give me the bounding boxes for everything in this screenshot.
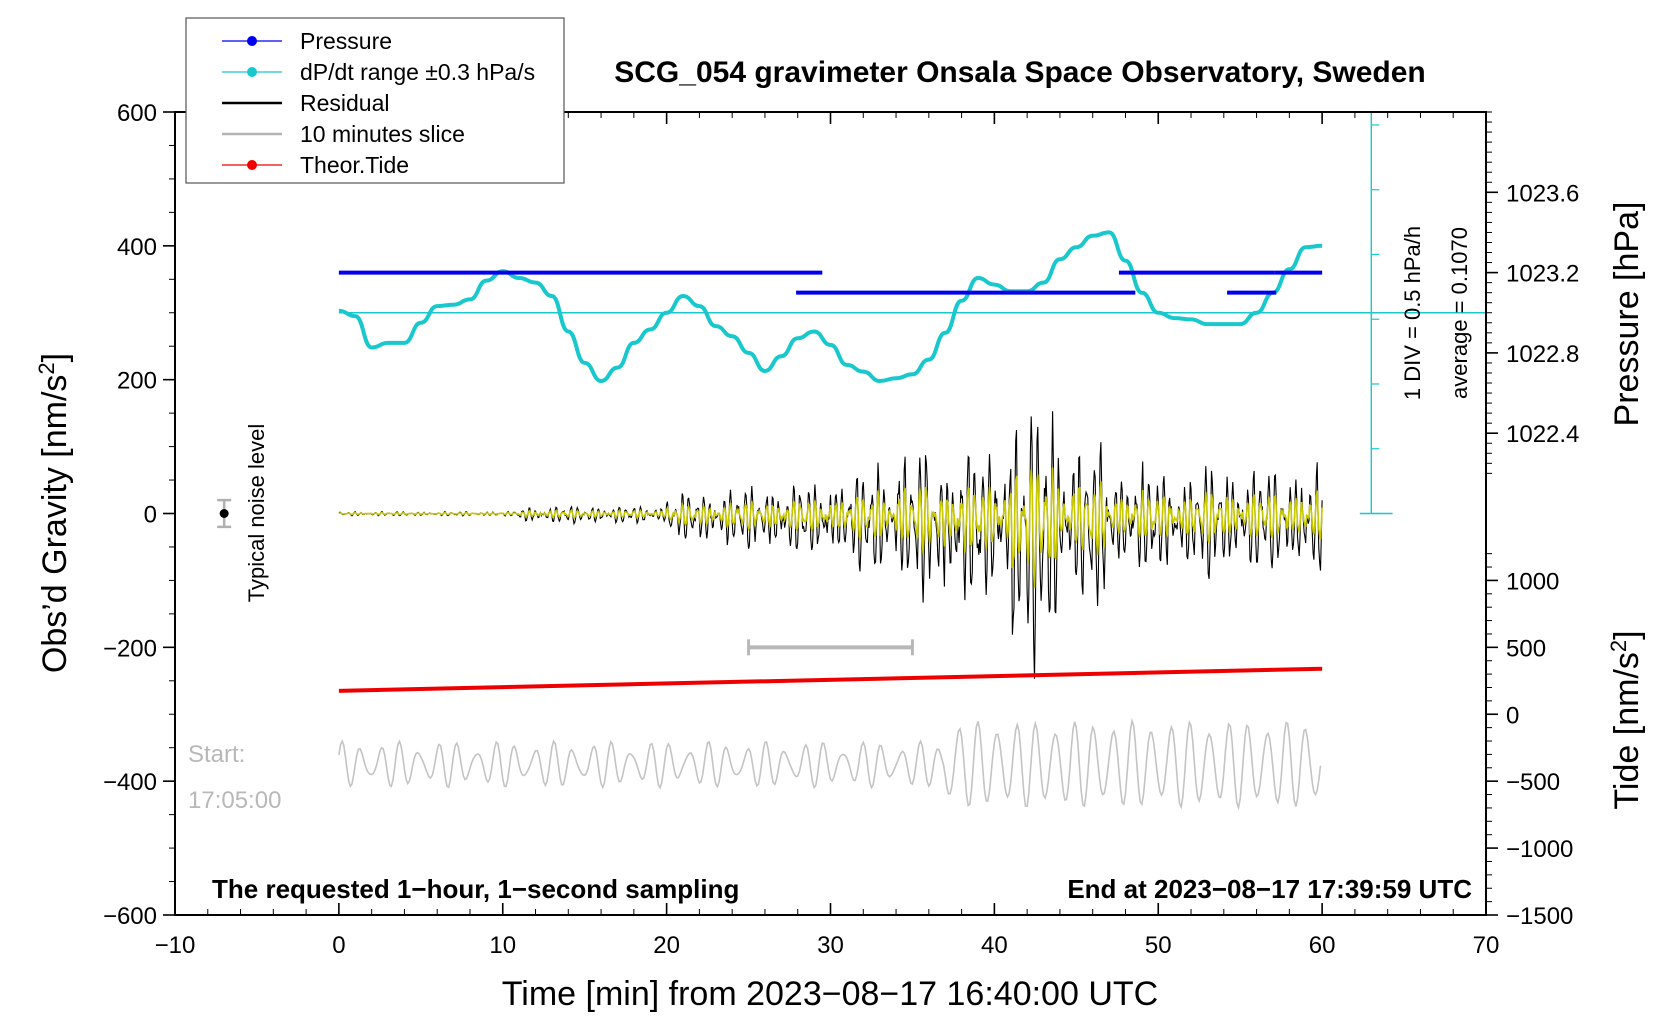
legend-marker (247, 36, 257, 46)
legend-label: Theor.Tide (300, 152, 409, 178)
tide-tick-label: −1500 (1506, 903, 1573, 930)
series-layer (217, 112, 1486, 811)
tide-tick-label: −500 (1506, 769, 1560, 796)
x-axis-label: Time [min] from 2023−08−17 16:40:00 UTC (502, 975, 1158, 1013)
x-tick-label: 10 (489, 932, 516, 959)
note-sampling: The requested 1−hour, 1−second sampling (212, 874, 739, 904)
y-tick-label: −200 (103, 635, 157, 662)
legend-label: Pressure (300, 28, 392, 54)
tick-marks: −10 0 10 20 30 40 50 60 70 600 400 200 0 −200 −400 −600… (103, 100, 1579, 959)
legend-label: Residual (300, 90, 390, 116)
x-tick-label: 20 (653, 932, 680, 959)
x-tick-label: 60 (1309, 932, 1336, 959)
y-tick-label: 0 (144, 502, 157, 529)
legend-marker (247, 160, 257, 170)
pressure-tick-label: 1022.8 (1506, 341, 1579, 368)
y-axis-label-tide: Tide [nm/s2] (1606, 630, 1646, 809)
y-tick-label: 200 (117, 368, 157, 395)
x-tick-label: −10 (155, 932, 196, 959)
tide-line (338, 666, 1323, 693)
x-tick-label: 30 (817, 932, 844, 959)
noise-level-label: Typical noise level (244, 424, 269, 603)
legend: Pressure dP/dt range ±0.3 hPa/s Residual 10… (185, 17, 565, 184)
chart-title: SCG_054 gravimeter Onsala Space Observat… (614, 56, 1426, 89)
legend-marker (247, 67, 257, 77)
x-tick-label: 0 (332, 932, 345, 959)
y-tick-label: −600 (103, 903, 157, 930)
legend-label: dP/dt range ±0.3 hPa/s (300, 59, 535, 85)
x-tick-label: 50 (1145, 932, 1172, 959)
y-axis-label-left: Obs’d Gravity [nm/s2] (34, 353, 74, 673)
ten-minute-slice-line (338, 718, 1322, 811)
pressure-tick-label: 1023.2 (1506, 261, 1579, 288)
tide-tick-label: 1000 (1506, 568, 1559, 595)
y-tick-label: −400 (103, 769, 157, 796)
start-label: Start: (188, 741, 245, 768)
start-time: 17:05:00 (188, 787, 281, 814)
x-tick-label: 40 (981, 932, 1008, 959)
pressure-tick-label: 1023.6 (1506, 180, 1579, 207)
pressure-tick-label: 1022.4 (1506, 421, 1579, 448)
tide-tick-label: 0 (1506, 702, 1519, 729)
y-axis-label-pressure: Pressure [hPa] (1608, 202, 1646, 427)
plot-frame (174, 111, 1487, 916)
y-tick-label: 600 (117, 100, 157, 127)
y-tick-label: 400 (117, 234, 157, 261)
noise-point (219, 509, 229, 518)
note-end-time: End at 2023−08−17 17:39:59 UTC (1067, 874, 1472, 904)
legend-label: 10 minutes slice (300, 121, 465, 147)
legend-box (185, 17, 565, 184)
tide-tick-label: 500 (1506, 635, 1546, 662)
div-scale-label: 1 DIV = 0.5 hPa/h (1400, 226, 1425, 400)
filtered-residual-line (338, 467, 1323, 588)
x-tick-label: 70 (1473, 932, 1500, 959)
average-label: average = 0.1070 (1447, 227, 1472, 399)
tide-tick-label: −1000 (1506, 836, 1573, 863)
